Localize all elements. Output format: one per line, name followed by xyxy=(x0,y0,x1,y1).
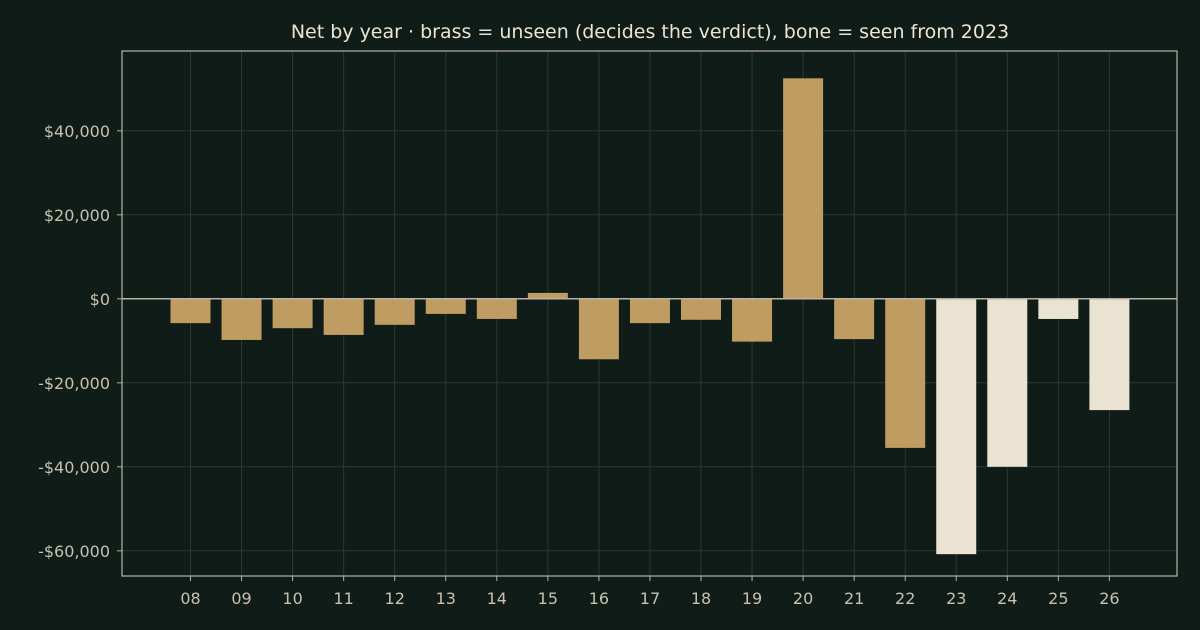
y-tick-label: $40,000 xyxy=(44,122,110,141)
x-tick-label: 10 xyxy=(282,589,302,608)
bar-layer xyxy=(170,78,1130,555)
bar-23 xyxy=(936,298,977,555)
bar-22 xyxy=(885,298,926,448)
x-tick-label: 13 xyxy=(436,589,456,608)
x-tick-label: 18 xyxy=(691,589,711,608)
x-tick-label: 11 xyxy=(333,589,353,608)
x-tick-label: 14 xyxy=(487,589,507,608)
bar-24 xyxy=(987,298,1028,467)
axis-layer: $40,000 $20,000 $0 -$20,000 -$40,000 -$60,000… xyxy=(38,122,1177,608)
y-tick-label: -$20,000 xyxy=(38,374,110,393)
y-tick-label: $20,000 xyxy=(44,206,110,225)
bar-12 xyxy=(374,298,415,325)
bar-17 xyxy=(629,298,670,324)
y-tick-label: $0 xyxy=(90,290,110,309)
bar-10 xyxy=(272,298,313,329)
bar-16 xyxy=(578,298,619,360)
x-tick-label: 15 xyxy=(538,589,558,608)
x-tick-label: 26 xyxy=(1099,589,1119,608)
x-tick-label: 20 xyxy=(793,589,813,608)
bar-08 xyxy=(170,298,211,324)
y-tick-label: -$40,000 xyxy=(38,458,110,477)
bar-21 xyxy=(834,298,875,340)
bar-09 xyxy=(221,298,262,340)
y-tick-label: -$60,000 xyxy=(38,542,110,561)
bar-25 xyxy=(1038,298,1079,319)
x-tick-label: 16 xyxy=(589,589,609,608)
x-tick-label: 23 xyxy=(946,589,966,608)
bar-15 xyxy=(527,292,568,299)
x-tick-label: 17 xyxy=(640,589,660,608)
x-tick-label: 08 xyxy=(180,589,200,608)
bar-13 xyxy=(425,298,466,314)
x-tick-label: 25 xyxy=(1048,589,1068,608)
bar-26 xyxy=(1089,298,1130,411)
plot-frame xyxy=(121,50,1178,577)
x-tick-label: 24 xyxy=(997,589,1017,608)
bar-20 xyxy=(783,78,824,299)
x-tick-label: 19 xyxy=(742,589,762,608)
x-tick-label: 21 xyxy=(844,589,864,608)
x-tick-label: 12 xyxy=(385,589,405,608)
bar-11 xyxy=(323,298,364,335)
chart-title: Net by year · brass = unseen (decides th… xyxy=(291,21,1009,43)
bar-19 xyxy=(732,298,773,342)
bar-18 xyxy=(681,298,721,320)
x-tick-label: 09 xyxy=(231,589,251,608)
x-tick-label: 22 xyxy=(895,589,915,608)
bar-14 xyxy=(476,298,517,319)
